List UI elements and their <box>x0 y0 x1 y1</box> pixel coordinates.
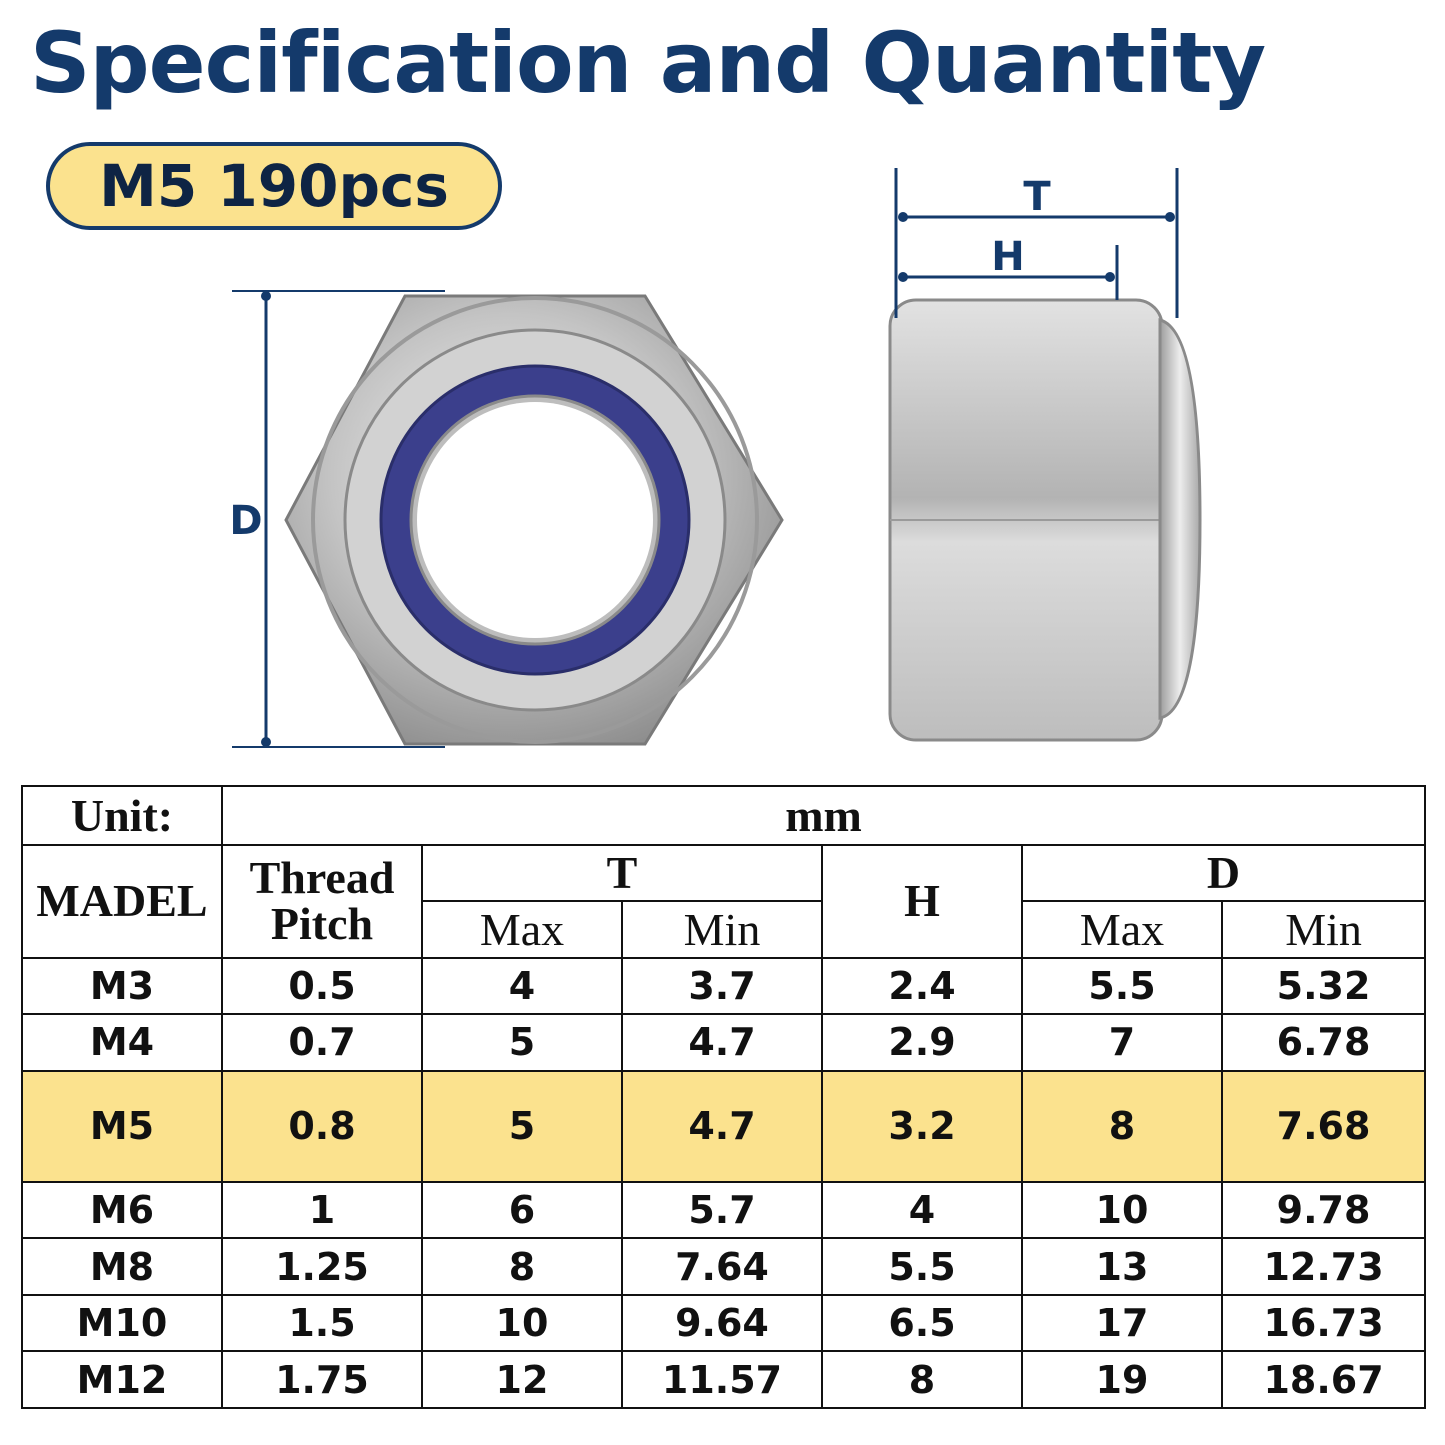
cell-d-max: 19 <box>1021 1350 1223 1409</box>
cell-model: M5 <box>21 1069 223 1183</box>
cell-d-max: 7 <box>1021 1013 1223 1072</box>
dimension-d: D <box>229 290 445 748</box>
cell-d-min: 18.67 <box>1220 1350 1427 1409</box>
cell-t-min: 11.57 <box>621 1350 823 1409</box>
header-t-min: Min <box>621 900 823 959</box>
header-t-max: Max <box>421 900 623 959</box>
header-row-1: MADEL Thread Pitch T H D <box>21 843 1427 959</box>
header-thread-pitch: Thread Pitch <box>221 843 423 959</box>
table-row: M5 0.8 5 4.7 3.2 8 7.68 <box>21 1069 1427 1183</box>
cell-t-max: 6 <box>421 1180 623 1240</box>
cell-thread-pitch: 0.8 <box>221 1069 423 1183</box>
cell-model: M12 <box>21 1350 223 1409</box>
header-model: MADEL <box>21 843 223 959</box>
table-row: M3 0.5 4 3.7 2.4 5.5 5.32 <box>21 956 1427 1016</box>
cell-t-min: 5.7 <box>621 1180 823 1240</box>
side-collar <box>1158 318 1202 720</box>
dimension-t-label: T <box>1023 174 1051 220</box>
cell-t-max: 12 <box>421 1350 623 1409</box>
cell-thread-pitch: 1.5 <box>221 1293 423 1353</box>
table-row: M8 1.25 8 7.64 5.5 13 12.73 <box>21 1237 1427 1296</box>
cell-t-max: 5 <box>421 1013 623 1072</box>
cell-h: 3.2 <box>821 1069 1023 1183</box>
unit-row: Unit: mm <box>21 785 1427 846</box>
cell-t-min: 4.7 <box>621 1013 823 1072</box>
cell-d-min: 16.73 <box>1220 1293 1427 1353</box>
cell-d-max: 17 <box>1021 1293 1223 1353</box>
nut-face-ring <box>311 296 759 744</box>
cell-t-min: 3.7 <box>621 956 823 1016</box>
cell-h: 4 <box>821 1180 1023 1240</box>
cell-t-max: 10 <box>421 1293 623 1353</box>
header-d-max: Max <box>1021 900 1223 959</box>
cell-t-max: 8 <box>421 1237 623 1296</box>
specification-table: Unit: mm MADEL Thread Pitch T H D Max Mi… <box>21 785 1427 1409</box>
cell-t-min: 7.64 <box>621 1237 823 1296</box>
cell-d-min: 9.78 <box>1220 1180 1427 1240</box>
cell-thread-pitch: 1.75 <box>221 1350 423 1409</box>
side-view-nut <box>888 298 1202 742</box>
cell-thread-pitch: 0.5 <box>221 956 423 1016</box>
dimension-h-label: H <box>991 234 1024 280</box>
header-d-min: Min <box>1220 900 1427 959</box>
cell-d-max: 10 <box>1021 1180 1223 1240</box>
cell-t-min: 4.7 <box>621 1069 823 1183</box>
cell-h: 8 <box>821 1350 1023 1409</box>
cell-d-min: 6.78 <box>1220 1013 1427 1072</box>
cell-d-min: 5.32 <box>1220 956 1427 1016</box>
cell-h: 6.5 <box>821 1293 1023 1353</box>
cell-model: M10 <box>21 1293 223 1353</box>
dimension-t-h: T H <box>894 168 1179 318</box>
bore-hole <box>417 402 653 638</box>
specification-table-body: M3 0.5 4 3.7 2.4 5.5 5.32 M4 0.7 5 4.7 2.9 7 6.78 M5 0.… <box>21 956 1427 1409</box>
table-row: M6 1 6 5.7 4 10 9.78 <box>21 1180 1427 1240</box>
table-row: M10 1.5 10 9.64 6.5 17 16.73 <box>21 1293 1427 1353</box>
cell-h: 2.4 <box>821 956 1023 1016</box>
product-figure: D T H <box>229 168 1202 748</box>
cell-d-min: 12.73 <box>1220 1237 1427 1296</box>
header-thread-pitch-line1: Thread <box>249 852 395 904</box>
cell-t-min: 9.64 <box>621 1293 823 1353</box>
unit-label: Unit: <box>21 785 223 846</box>
table-row: M12 1.75 12 11.57 8 19 18.67 <box>21 1350 1427 1409</box>
cell-thread-pitch: 0.7 <box>221 1013 423 1072</box>
front-view-nut <box>284 294 784 746</box>
header-t: T <box>421 843 823 903</box>
cell-model: M4 <box>21 1013 223 1072</box>
cell-thread-pitch: 1 <box>221 1180 423 1240</box>
page-title: Specification and Quantity <box>30 14 1266 112</box>
unit-value: mm <box>220 785 1427 846</box>
cell-model: M6 <box>21 1180 223 1240</box>
cell-t-max: 5 <box>421 1069 623 1183</box>
cell-d-min: 7.68 <box>1220 1069 1427 1183</box>
cell-t-max: 4 <box>421 956 623 1016</box>
dimension-d-label: D <box>229 498 262 544</box>
header-d: D <box>1020 843 1427 903</box>
quantity-badge: M5 190pcs <box>46 142 502 230</box>
cell-d-max: 5.5 <box>1021 956 1223 1016</box>
cell-thread-pitch: 1.25 <box>221 1237 423 1296</box>
header-thread-pitch-line2: Pitch <box>270 898 374 950</box>
cell-h: 2.9 <box>821 1013 1023 1072</box>
table-row: M4 0.7 5 4.7 2.9 7 6.78 <box>21 1013 1427 1072</box>
cell-d-max: 13 <box>1021 1237 1223 1296</box>
cell-model: M3 <box>21 956 223 1016</box>
cell-model: M8 <box>21 1237 223 1296</box>
cell-d-max: 8 <box>1021 1069 1223 1183</box>
header-row-2: Max Min Max Min <box>22 900 1427 959</box>
header-h: H <box>821 843 1023 959</box>
cell-h: 5.5 <box>821 1237 1023 1296</box>
